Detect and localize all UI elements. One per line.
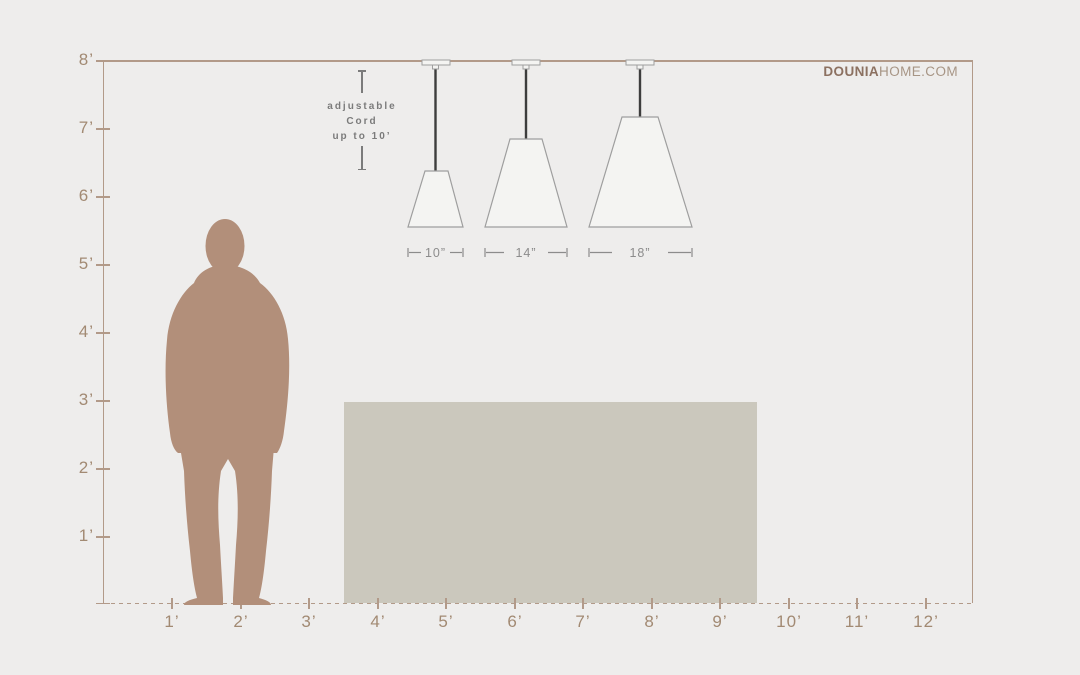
x-axis-label: 4’: [370, 612, 386, 631]
y-axis-line: [102, 60, 104, 603]
pendant-lamp-medium: 14”: [484, 59, 568, 260]
y-axis-label: 8’: [78, 50, 94, 69]
lamp-width-label: 10”: [425, 246, 446, 260]
y-tick-0ft: [96, 602, 110, 604]
x-axis-label: 1’: [164, 612, 180, 631]
x-axis-label: 10’: [776, 612, 802, 631]
x-tick-8ft: [651, 598, 653, 609]
x-tick-3ft: [308, 598, 310, 609]
right-border-line: [971, 60, 973, 603]
x-tick-11ft: [856, 598, 858, 609]
cord-dimension-line-top: [361, 70, 363, 93]
x-tick-10ft: [788, 598, 790, 609]
cord-dimension-cap-bottom: [357, 168, 366, 170]
canopy-nub: [432, 64, 439, 70]
counter-block: [344, 402, 757, 603]
y-tick-5ft: [96, 264, 110, 266]
floor-baseline: [103, 602, 973, 604]
x-axis-label: 5’: [438, 612, 454, 631]
y-tick-1ft: [96, 536, 110, 538]
y-tick-7ft: [96, 128, 110, 130]
x-tick-6ft: [514, 598, 516, 609]
y-axis-label: 2’: [78, 458, 94, 477]
pendant-lamp-large: 18”: [588, 59, 693, 260]
width-dimension: 10”: [407, 246, 464, 260]
y-axis-label: 6’: [78, 186, 94, 205]
x-axis-label: 7’: [575, 612, 591, 631]
ceiling-canopy: [625, 59, 655, 66]
ceiling-canopy: [421, 59, 451, 66]
x-tick-12ft: [925, 598, 927, 609]
silhouette-legs: [180, 447, 274, 605]
lamp-width-label: 18”: [629, 246, 650, 260]
lamp-shade: [484, 138, 568, 228]
note-line: adjustable: [327, 101, 397, 112]
y-axis-label: 3’: [78, 390, 94, 409]
x-tick-5ft: [445, 598, 447, 609]
x-tick-4ft: [377, 598, 379, 609]
pendant-lamp-small: 10”: [407, 59, 464, 260]
lamp-width-label: 14”: [515, 246, 536, 260]
y-tick-2ft: [96, 468, 110, 470]
lamp-shade: [588, 116, 693, 228]
silhouette-head: [205, 219, 245, 273]
y-tick-3ft: [96, 400, 110, 402]
silhouette-torso: [165, 265, 290, 453]
brand-name-rest: HOME.COM: [879, 64, 958, 79]
width-dimension: 18”: [588, 246, 693, 260]
x-axis-label: 2’: [233, 612, 249, 631]
cord-dimension-line-bottom: [361, 146, 363, 169]
y-axis-label: 7’: [78, 118, 94, 137]
y-axis-label: 4’: [78, 322, 94, 341]
ceiling-canopy: [511, 59, 541, 66]
note-line: up to 10’: [332, 131, 392, 142]
y-tick-8ft: [96, 60, 110, 62]
x-axis-label: 8’: [644, 612, 660, 631]
y-axis-label: 1’: [78, 526, 94, 545]
brand-name-bold: DOUNIA: [823, 64, 880, 79]
x-axis-label: 6’: [507, 612, 523, 631]
canopy-nub: [522, 64, 530, 70]
x-tick-7ft: [582, 598, 584, 609]
canopy-nub: [636, 64, 644, 70]
y-tick-6ft: [96, 196, 110, 198]
width-dimension: 14”: [484, 246, 568, 260]
pendant-lamps-diagram: 10” 14”: [407, 59, 693, 260]
brand-logo: DOUNIAHOME.COM: [823, 64, 958, 79]
lamp-shade: [407, 170, 464, 228]
note-line: Cord: [346, 116, 378, 127]
x-axis-label: 11’: [844, 612, 870, 631]
x-tick-1ft: [171, 598, 173, 609]
x-tick-9ft: [719, 598, 721, 609]
x-axis-label: 3’: [301, 612, 317, 631]
x-axis-label: 12’: [913, 612, 939, 631]
x-axis-label: 9’: [712, 612, 728, 631]
y-tick-4ft: [96, 332, 110, 334]
man-silhouette: [165, 219, 290, 605]
adjustable-cord-note: adjustable Cord up to 10’: [310, 99, 414, 144]
y-axis-label: 5’: [78, 254, 94, 273]
